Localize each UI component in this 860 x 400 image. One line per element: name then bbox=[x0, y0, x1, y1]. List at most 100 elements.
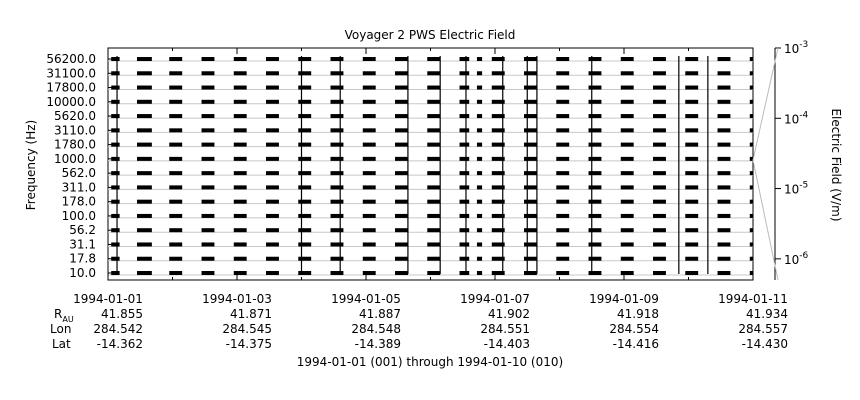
data-bar bbox=[266, 213, 279, 218]
data-bar bbox=[653, 185, 666, 190]
data-bar bbox=[395, 199, 408, 204]
data-bar bbox=[459, 199, 470, 204]
data-bar bbox=[476, 256, 483, 261]
data-bar bbox=[524, 185, 537, 190]
data-bar bbox=[620, 271, 634, 275]
data-bar bbox=[111, 142, 120, 147]
data-bar bbox=[233, 228, 247, 233]
data-bar bbox=[298, 228, 312, 233]
data-bar bbox=[427, 242, 441, 247]
data-bar bbox=[491, 128, 505, 133]
data-bar bbox=[556, 142, 570, 147]
data-bar bbox=[685, 256, 699, 261]
data-bar bbox=[459, 156, 470, 161]
data-bar bbox=[653, 228, 666, 233]
data-bar bbox=[266, 256, 279, 261]
data-bar bbox=[362, 256, 373, 261]
data-bar bbox=[685, 71, 699, 76]
data-bar bbox=[137, 142, 152, 147]
data-bar bbox=[459, 256, 470, 261]
data-bar bbox=[372, 185, 376, 190]
data-bar bbox=[749, 242, 753, 247]
data-bar bbox=[749, 271, 753, 275]
data-bar bbox=[169, 85, 183, 90]
data-bar bbox=[717, 142, 731, 147]
data-bar bbox=[137, 99, 152, 104]
data-bar bbox=[330, 99, 344, 104]
data-bar bbox=[111, 199, 120, 204]
data-bar bbox=[427, 71, 441, 76]
data-bar bbox=[111, 271, 120, 275]
data-bar bbox=[233, 242, 247, 247]
data-bar bbox=[362, 213, 373, 218]
data-bar bbox=[169, 142, 183, 147]
data-bar bbox=[717, 228, 731, 233]
colorbar-label: Electric Field (V/m) bbox=[829, 108, 843, 221]
data-bar bbox=[427, 228, 441, 233]
data-bar bbox=[111, 85, 120, 90]
data-bar bbox=[111, 171, 120, 176]
data-bar bbox=[111, 128, 120, 133]
data-bar bbox=[266, 71, 279, 76]
data-bar bbox=[201, 57, 215, 61]
data-bar bbox=[476, 85, 483, 90]
data-bar bbox=[233, 185, 247, 190]
data-bar bbox=[717, 128, 731, 133]
data-bar bbox=[362, 242, 373, 247]
ephemeris-value: 284.548 bbox=[351, 322, 401, 336]
data-bar bbox=[427, 114, 441, 119]
data-bar bbox=[427, 199, 441, 204]
data-bar bbox=[476, 242, 483, 247]
data-bar bbox=[685, 228, 699, 233]
data-bar bbox=[459, 142, 470, 147]
data-bar bbox=[233, 171, 247, 176]
data-bar bbox=[556, 128, 570, 133]
data-bar bbox=[556, 85, 570, 90]
data-bar bbox=[395, 142, 408, 147]
data-bar bbox=[372, 114, 376, 119]
data-bar bbox=[169, 71, 183, 76]
data-bar bbox=[169, 228, 183, 233]
data-bar bbox=[524, 156, 537, 161]
data-bar bbox=[588, 142, 602, 147]
data-bar bbox=[137, 199, 152, 204]
data-bar bbox=[427, 142, 441, 147]
data-bar bbox=[459, 213, 470, 218]
data-bar bbox=[266, 199, 279, 204]
x-tick-label: 1994-01-09 bbox=[589, 292, 659, 306]
data-bar bbox=[717, 71, 731, 76]
data-bar bbox=[362, 114, 373, 119]
data-bar bbox=[685, 99, 699, 104]
x-tick-label: 1994-01-03 bbox=[202, 292, 272, 306]
data-bar bbox=[298, 57, 312, 61]
data-bar bbox=[362, 71, 373, 76]
data-bar bbox=[476, 142, 483, 147]
data-bar bbox=[717, 156, 731, 161]
data-bar bbox=[372, 256, 376, 261]
data-bar bbox=[362, 199, 373, 204]
y-axis-label: Frequency (Hz) bbox=[24, 120, 38, 211]
data-bar bbox=[201, 99, 215, 104]
data-bar bbox=[717, 171, 731, 176]
data-bar bbox=[233, 142, 247, 147]
data-bar bbox=[330, 114, 344, 119]
data-bar bbox=[524, 256, 537, 261]
data-bar bbox=[266, 156, 279, 161]
data-bar bbox=[685, 142, 699, 147]
data-bar bbox=[201, 242, 215, 247]
ephemeris-value: 41.918 bbox=[617, 307, 659, 321]
data-bar bbox=[427, 85, 441, 90]
data-bar bbox=[298, 128, 312, 133]
data-bar bbox=[169, 271, 183, 275]
colorbar-tick-label: 10-6 bbox=[784, 251, 809, 267]
data-bar bbox=[620, 256, 634, 261]
data-bar bbox=[685, 171, 699, 176]
y-tick-label: 311.0 bbox=[62, 180, 96, 194]
data-bar bbox=[169, 156, 183, 161]
data-bar bbox=[137, 213, 152, 218]
frequency-rows bbox=[108, 57, 753, 276]
data-bar bbox=[330, 242, 344, 247]
data-bar bbox=[201, 85, 215, 90]
data-bar bbox=[620, 85, 634, 90]
